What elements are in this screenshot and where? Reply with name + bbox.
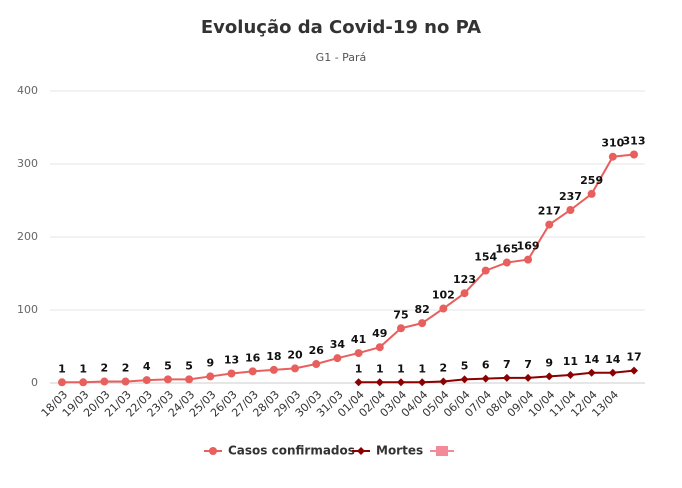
y-tick-label: 300 xyxy=(17,157,38,170)
data-label: 34 xyxy=(330,338,346,351)
point xyxy=(587,368,596,377)
data-label: 20 xyxy=(287,348,303,361)
point xyxy=(481,374,490,383)
point xyxy=(418,319,427,328)
data-label: 1 xyxy=(397,362,405,375)
data-label: 165 xyxy=(495,243,518,256)
data-label: 6 xyxy=(482,359,490,372)
data-label: 5 xyxy=(461,359,469,372)
point xyxy=(502,373,511,382)
data-label: 75 xyxy=(393,308,408,321)
point xyxy=(269,365,278,374)
data-label: 313 xyxy=(623,135,646,148)
data-label: 154 xyxy=(474,251,497,264)
point xyxy=(121,377,130,386)
legend-label: Casos confirmados xyxy=(228,444,355,458)
data-label: 1 xyxy=(355,362,363,375)
point xyxy=(502,258,511,267)
data-label: 5 xyxy=(164,359,172,372)
point xyxy=(100,377,109,386)
point xyxy=(608,152,617,161)
data-label: 1 xyxy=(58,362,66,375)
point xyxy=(439,377,448,386)
point xyxy=(227,369,236,378)
data-label: 1 xyxy=(79,362,87,375)
data-label: 259 xyxy=(580,174,603,187)
data-label: 2 xyxy=(440,362,448,375)
legend-label: Mortes xyxy=(376,444,423,458)
data-label: 9 xyxy=(206,356,214,369)
data-label: 14 xyxy=(584,353,600,366)
point xyxy=(142,376,151,385)
y-tick-label: 100 xyxy=(17,303,38,316)
data-label: 18 xyxy=(266,350,281,363)
point xyxy=(79,378,88,387)
point xyxy=(312,360,321,369)
point xyxy=(58,378,66,387)
data-label: 17 xyxy=(626,351,641,364)
data-label: 169 xyxy=(517,240,540,253)
point xyxy=(439,304,448,313)
point xyxy=(248,367,257,376)
data-label: 11 xyxy=(563,355,578,368)
data-label: 310 xyxy=(601,137,624,150)
series-line xyxy=(62,153,635,384)
data-label: 237 xyxy=(559,190,582,203)
data-label: 123 xyxy=(453,273,476,286)
point xyxy=(630,150,638,159)
data-label: 26 xyxy=(309,344,325,357)
legend-marker xyxy=(357,447,365,455)
point xyxy=(163,375,172,384)
point xyxy=(375,343,384,352)
data-label: 5 xyxy=(185,359,193,372)
data-label: 7 xyxy=(503,358,511,371)
y-tick-label: 200 xyxy=(17,230,38,243)
y-tick-label: 0 xyxy=(31,376,38,389)
point xyxy=(460,375,469,384)
data-label: 14 xyxy=(605,353,621,366)
data-label: 4 xyxy=(143,360,151,373)
point xyxy=(524,255,533,264)
point xyxy=(545,372,554,381)
point xyxy=(566,205,575,214)
chart-subtitle: G1 - Pará xyxy=(316,51,367,64)
point xyxy=(396,324,405,333)
data-label: 82 xyxy=(414,303,429,316)
point xyxy=(396,378,405,387)
data-label: 217 xyxy=(538,205,561,218)
point xyxy=(630,366,638,375)
legend-marker xyxy=(209,447,217,455)
point xyxy=(354,349,363,358)
data-label: 41 xyxy=(351,333,366,346)
data-label: 9 xyxy=(545,356,553,369)
point xyxy=(566,370,575,379)
data-label: 1 xyxy=(376,362,384,375)
point xyxy=(375,378,384,387)
point xyxy=(587,189,596,198)
point xyxy=(608,368,617,377)
data-label: 49 xyxy=(372,327,387,340)
point xyxy=(185,375,194,384)
point xyxy=(460,289,469,298)
point xyxy=(418,378,427,387)
point xyxy=(291,364,300,373)
chart-title: Evolução da Covid-19 no PA xyxy=(201,17,481,38)
data-label: 2 xyxy=(101,362,109,375)
point xyxy=(354,378,363,387)
data-label: 2 xyxy=(122,362,130,375)
point xyxy=(206,372,215,381)
data-label: 13 xyxy=(224,354,239,367)
data-label: 7 xyxy=(524,358,532,371)
point xyxy=(481,266,490,275)
point xyxy=(333,354,342,363)
data-label: 16 xyxy=(245,351,261,364)
data-label: 102 xyxy=(432,289,455,302)
point xyxy=(545,220,554,229)
y-tick-label: 400 xyxy=(17,84,38,97)
data-label: 1 xyxy=(418,362,426,375)
point xyxy=(524,373,533,382)
